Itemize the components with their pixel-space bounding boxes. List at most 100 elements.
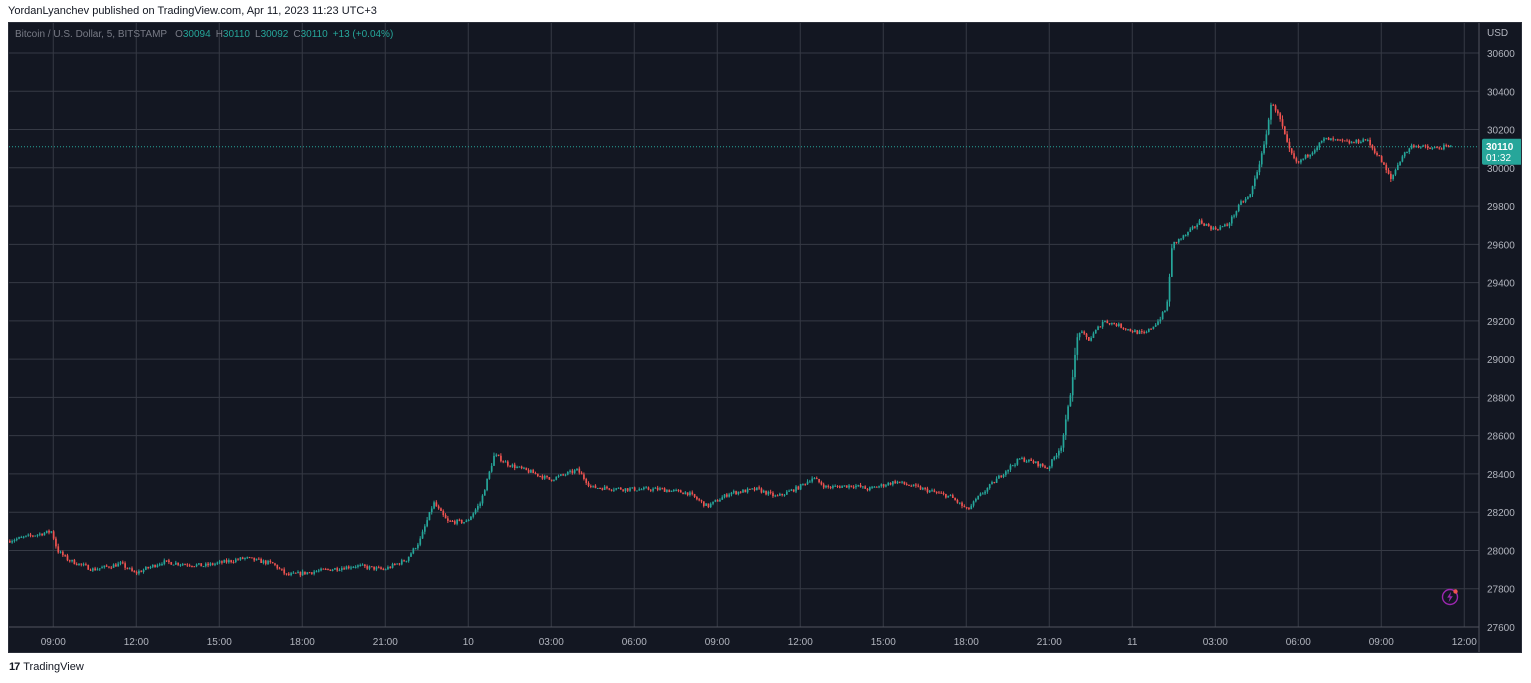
candle-body — [1041, 463, 1044, 467]
candle-body — [1334, 139, 1337, 141]
candle-body — [119, 562, 122, 564]
candle-body — [216, 562, 219, 564]
candle-body — [191, 565, 193, 567]
candle-body — [1244, 198, 1247, 202]
candle-body — [661, 488, 664, 490]
candle-body — [954, 497, 956, 501]
candle-body — [474, 509, 477, 514]
candle-body — [995, 478, 998, 483]
candle-body — [121, 562, 124, 564]
candle-body — [218, 561, 221, 563]
candle-body — [1364, 139, 1367, 141]
candle-body — [1145, 331, 1148, 333]
tradingview-logo-icon[interactable]: 17 — [9, 661, 20, 673]
candle-body — [343, 568, 346, 570]
candle-body — [1297, 161, 1300, 163]
candle-body — [285, 573, 288, 575]
candle-body — [834, 485, 837, 487]
candle-body — [453, 521, 456, 524]
candle-body — [117, 563, 120, 567]
candle-body — [456, 519, 458, 524]
candle-body — [1200, 220, 1203, 224]
candle-body — [89, 569, 92, 571]
candle-body — [1203, 223, 1205, 226]
candle-body — [815, 478, 818, 480]
candle-body — [1431, 147, 1434, 149]
candle-body — [1429, 148, 1431, 150]
candle-body — [1000, 475, 1003, 477]
candle-body — [596, 487, 599, 489]
chart-frame[interactable]: USD 27600 27800 28000 28200 28400 28600 28800 2… — [8, 22, 1522, 653]
candle-body — [843, 485, 846, 487]
candlestick-chart[interactable]: USD 27600 27800 28000 28200 28400 28600 28800 2… — [9, 23, 1522, 653]
candle-body — [156, 565, 159, 568]
candle-body — [1228, 223, 1231, 226]
candle-body — [1154, 324, 1157, 327]
legend-change: +13 (+0.04%) — [332, 29, 394, 40]
candle-body — [1081, 331, 1083, 333]
candle-body — [1355, 139, 1358, 143]
candle-body — [405, 560, 408, 562]
price-axis[interactable]: USD 27600 27800 28000 28200 28400 28600 28800 2… — [1478, 23, 1515, 653]
candle-body — [677, 489, 680, 491]
candle-body — [716, 500, 719, 502]
chart-grid — [9, 23, 1479, 628]
candle-body — [732, 491, 735, 493]
candle-body — [1025, 461, 1028, 463]
candle-body — [1295, 158, 1298, 162]
candle-body — [1016, 458, 1019, 465]
candle-body — [48, 530, 50, 533]
candle-body — [820, 482, 823, 485]
candle-body — [571, 470, 574, 473]
candle-body — [66, 555, 69, 561]
footer: 17 TradingView — [9, 661, 84, 673]
x-tick-label: 18:00 — [954, 637, 979, 648]
time-axis[interactable]: 09:00 12:00 15:00 18:00 21:00 10 03:00 06:00 09:… — [9, 626, 1479, 648]
candle-body — [271, 562, 274, 564]
candle-body — [214, 563, 216, 565]
y-tick-label: 28600 — [1487, 432, 1515, 443]
candle-body — [25, 535, 27, 537]
candle-body — [1002, 474, 1005, 477]
candle-body — [1270, 104, 1272, 120]
candle-body — [958, 502, 961, 504]
lightning-bolt-icon[interactable] — [1441, 588, 1459, 606]
candle-body — [917, 485, 920, 487]
candle-body — [20, 537, 23, 539]
candle-body — [1221, 226, 1224, 228]
footer-brand[interactable]: TradingView — [23, 661, 84, 673]
candle-body — [783, 494, 786, 496]
candle-body — [322, 568, 325, 570]
candle-body — [654, 487, 657, 489]
candle-body — [645, 487, 648, 489]
candle-body — [629, 488, 631, 491]
candle-body — [1272, 104, 1275, 106]
candle-body — [264, 560, 267, 564]
y-tick-label: 30400 — [1487, 87, 1515, 98]
candle-body — [221, 561, 223, 563]
candle-body — [1380, 156, 1383, 163]
candle-body — [470, 516, 472, 521]
candle-body — [825, 485, 827, 488]
candle-body — [73, 559, 76, 565]
candle-body — [795, 486, 797, 492]
candle-body — [82, 564, 85, 566]
candle-body — [659, 488, 661, 490]
candle-body — [336, 568, 339, 571]
candle-body — [460, 519, 463, 524]
legend-symbol[interactable]: Bitcoin / U.S. Dollar, 5, BITSTAMP — [15, 29, 168, 40]
candle-body — [147, 566, 150, 569]
candle-body — [1076, 337, 1079, 355]
candle-body — [352, 566, 355, 568]
candle-body — [988, 484, 991, 489]
candle-body — [573, 470, 576, 473]
candle-body — [255, 558, 258, 561]
candle-body — [175, 562, 177, 565]
candle-body — [518, 466, 521, 468]
candle-body — [269, 560, 272, 563]
candle-body — [1357, 139, 1360, 143]
candle-body — [1115, 324, 1118, 327]
candle-body — [975, 499, 977, 502]
candle-body — [403, 560, 405, 562]
candle-body — [43, 532, 46, 536]
